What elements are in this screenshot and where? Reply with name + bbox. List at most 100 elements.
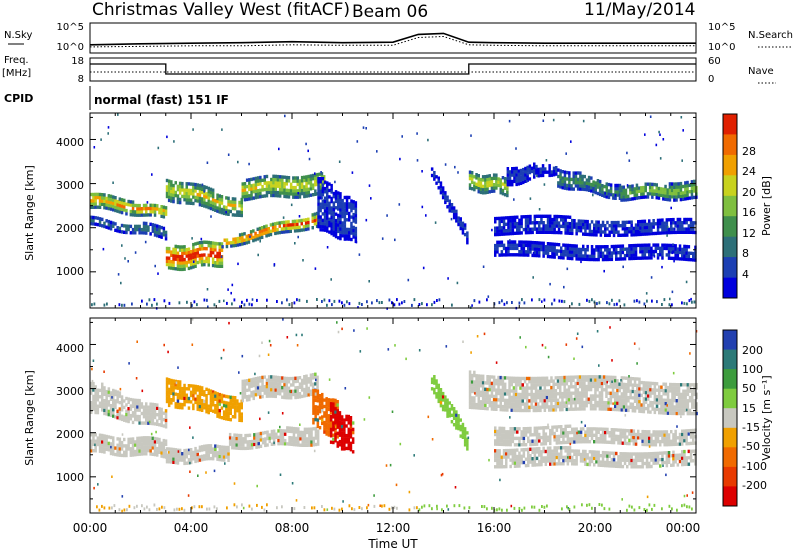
power-cell (302, 224, 306, 229)
velocity-cell (327, 407, 331, 412)
power-scatter-point (680, 116, 683, 119)
velocity-cell (514, 383, 518, 387)
velocity-cell (334, 413, 337, 417)
velocity-cell (205, 403, 208, 407)
power-cell (513, 170, 516, 174)
power-cell (260, 232, 264, 236)
power-cell (298, 185, 302, 190)
power-cell (220, 264, 224, 268)
velocity-cell (134, 401, 137, 406)
power-cell (595, 248, 598, 252)
velocity-cell (214, 447, 217, 451)
velocity-cell (287, 389, 291, 394)
power-cell (524, 166, 527, 171)
velocity-cell (481, 377, 485, 382)
power-cell (520, 243, 523, 247)
power-cell (231, 206, 235, 211)
power-cell (557, 168, 560, 172)
power-cell (256, 179, 260, 183)
power-cell (214, 264, 217, 268)
velocity-cell (281, 395, 284, 399)
power-cell (354, 217, 358, 221)
velocity-cell (583, 394, 586, 398)
velocity-cell (543, 386, 547, 390)
velocity-cell (508, 398, 511, 403)
power-ground-speckle (358, 301, 361, 305)
velocity-cell (198, 448, 202, 453)
velocity-cell (501, 388, 505, 393)
velocity-cell (127, 400, 130, 404)
power-cell (185, 185, 188, 189)
power-cell (153, 210, 157, 214)
velocity-cell (512, 399, 516, 403)
power-cell (540, 217, 543, 222)
power-cell (172, 183, 175, 188)
power-cell (170, 183, 173, 187)
velocity-cell (129, 404, 133, 408)
velocity-cell (600, 381, 604, 386)
velocity-cell (231, 415, 235, 419)
power-cell (307, 220, 310, 225)
power-cell (209, 203, 213, 207)
velocity-cell (229, 418, 232, 422)
velocity-cell (101, 392, 104, 396)
velocity-cell (92, 394, 95, 399)
velocity-cell (127, 413, 130, 417)
power-ground-speckle (523, 301, 526, 305)
power-cell (240, 213, 243, 218)
power-cell (538, 250, 541, 255)
power-cell (676, 253, 680, 258)
velocity-cell (207, 410, 210, 415)
power-ground-speckle (598, 301, 601, 305)
power-cell (236, 243, 240, 247)
velocity-cell (196, 385, 199, 389)
velocity-cell (345, 437, 348, 441)
power-cell (549, 221, 552, 225)
power-cell (619, 224, 622, 228)
velocity-cell (528, 392, 531, 397)
velocity-cell (490, 375, 494, 379)
velocity-cell (243, 379, 247, 383)
power-cell (546, 214, 550, 218)
velocity-cell (233, 439, 236, 444)
velocity-cell (552, 395, 555, 399)
power-cell (452, 215, 456, 220)
velocity-cell (329, 398, 333, 402)
power-cell (302, 228, 306, 232)
power-cell (319, 218, 322, 222)
velocity-cell (570, 397, 573, 402)
velocity-cell (340, 428, 344, 432)
power-cell (634, 250, 638, 254)
power-scatter-point (604, 192, 606, 195)
power-cell (218, 203, 221, 208)
velocity-cell (274, 391, 277, 395)
velocity-cell (216, 444, 219, 449)
power-cell (597, 220, 600, 224)
velocity-cell (490, 391, 494, 395)
velocity-cell (479, 384, 483, 388)
power-cell (664, 191, 667, 195)
power-cell (350, 228, 353, 232)
power-cell (319, 180, 322, 184)
power-cell (282, 220, 286, 225)
velocity-cell (332, 437, 335, 441)
power-cell (494, 253, 497, 257)
power-cell (231, 213, 235, 217)
velocity-cell (181, 406, 184, 410)
power-ground-speckle (141, 299, 143, 303)
velocity-cell (123, 399, 126, 403)
power-cell (196, 192, 199, 197)
power-cell (586, 257, 589, 262)
power-ground-speckle (306, 299, 308, 303)
power-cell (579, 187, 582, 191)
velocity-cell (521, 383, 524, 387)
power-cell (444, 191, 447, 195)
power-cell (107, 200, 111, 204)
velocity-cell (103, 386, 106, 390)
power-cell (686, 180, 689, 185)
power-cell (240, 197, 243, 202)
power-cell (663, 224, 666, 229)
power-cell (187, 253, 191, 258)
velocity-cell (323, 424, 326, 428)
velocity-cell (140, 442, 144, 447)
